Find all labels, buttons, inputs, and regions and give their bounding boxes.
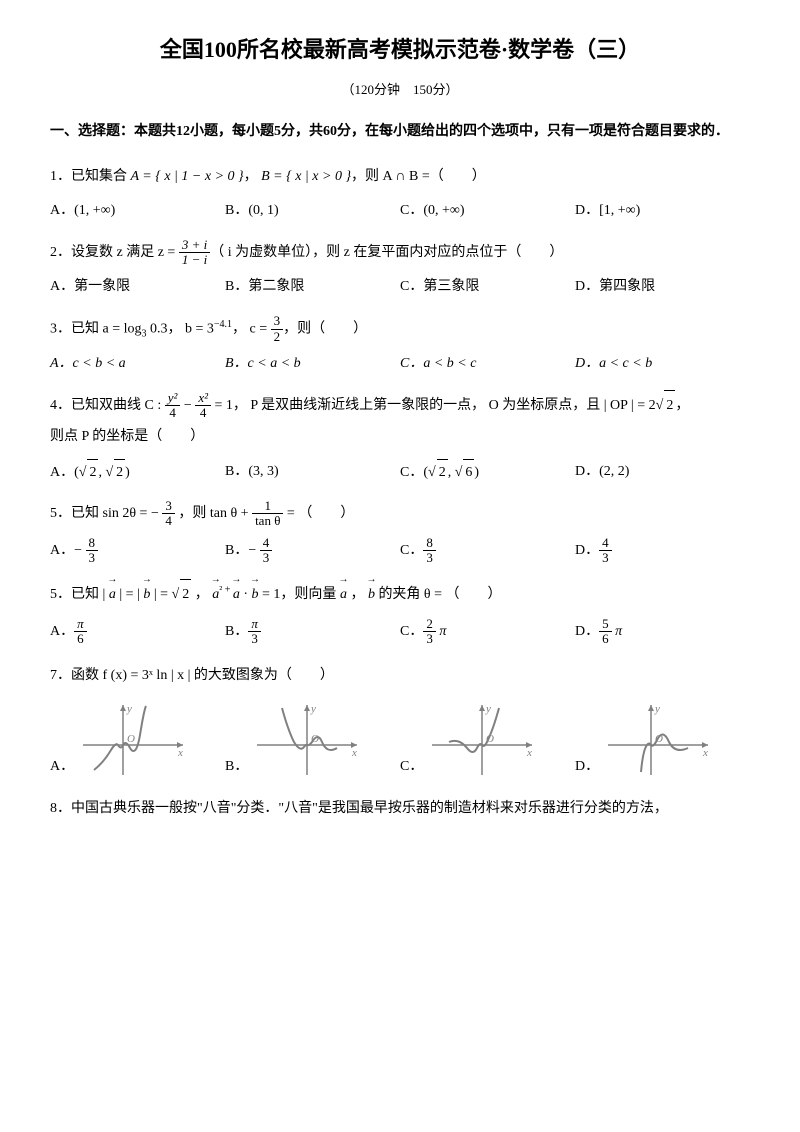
- q7-opt-d: D． O x y: [575, 700, 750, 780]
- q6-vec-a1: a: [109, 580, 116, 611]
- question-2: 2．设复数 z 满足 z = 3 + i1 − i（ i 为虚数单位），则 z …: [50, 238, 750, 300]
- q1-opt-c: C．(0, +∞): [400, 198, 575, 223]
- q6-text-h: ，: [347, 587, 368, 602]
- question-5: 5．已知 sin 2θ = − 34 ，则 tan θ + 1tan θ = （…: [50, 499, 750, 565]
- q4-text-c: ，: [675, 398, 689, 413]
- svg-text:O: O: [127, 733, 135, 745]
- question-3: 3．已知 a = log3 0.3， b = 3−4.1， c = 32，则（ …: [50, 314, 750, 377]
- q2-fraction: 3 + i1 − i: [179, 238, 210, 268]
- svg-text:x: x: [177, 747, 183, 759]
- q6-vec-b2: b: [252, 580, 259, 611]
- q1-opt-a: A．(1, +∞): [50, 198, 225, 223]
- q1-text-b: ，: [244, 169, 262, 184]
- question-4: 4．已知双曲线 C : y²4 − x²4 = 1， P 是双曲线渐近线上第一象…: [50, 390, 750, 485]
- q4-minus: −: [180, 398, 195, 413]
- q7-text: 7．函数 f (x) = 3ˣ ln | x | 的大致图象为（ ）: [50, 661, 750, 692]
- q5-text-b: ，则 tan θ +: [175, 506, 252, 521]
- svg-text:x: x: [526, 747, 532, 759]
- q1-set-b: B = { x | x > 0 }: [261, 169, 351, 184]
- q3-exp: −4.1: [214, 319, 232, 330]
- q2-opt-c: C．第三象限: [400, 274, 575, 299]
- q5-frac1: 34: [162, 499, 175, 529]
- q6-vec-a3: a: [233, 580, 240, 611]
- q4-frac2: x²4: [195, 391, 211, 421]
- graph-c-icon: O x y: [427, 700, 537, 780]
- q3-text-b: ， b = 3: [168, 321, 214, 336]
- q1-set-a: A = { x | 1 − x > 0 }: [131, 169, 244, 184]
- q2-opt-a: A．第一象限: [50, 274, 225, 299]
- q4-opt-d: D．(2, 2): [575, 459, 750, 485]
- exam-subtitle: （120分钟 150分）: [50, 78, 750, 101]
- question-6: 5．已知 | a | = | b | = √2 ， a² + a · b = 1…: [50, 579, 750, 646]
- q6-opt-c: C．23 π: [400, 617, 575, 647]
- q4-text-a: 4．已知双曲线 C :: [50, 398, 165, 413]
- q4-text-b: = 1， P 是双曲线渐近线上第一象限的一点， O 为坐标原点，且 | OP |…: [211, 398, 656, 413]
- q3-opt-a: A．c < b < a: [50, 351, 225, 376]
- q5-opt-b: B．− 43: [225, 536, 400, 566]
- q4-opt-c: C．(√2, √6): [400, 459, 575, 485]
- svg-text:y: y: [310, 703, 316, 715]
- q6-text-c: | =: [150, 587, 171, 602]
- q6-vec-b3: b: [368, 580, 375, 611]
- q6-opt-d: D．56 π: [575, 617, 750, 647]
- graph-d-icon: O x y: [603, 700, 713, 780]
- q4-text-d: 则点 P 的坐标是（ ）: [50, 422, 750, 453]
- graph-b-icon: O x y: [252, 700, 362, 780]
- q6-vec-a2: a: [212, 580, 219, 611]
- q6-sqrt: 2: [180, 579, 191, 611]
- graph-a-icon: O x y: [78, 700, 188, 780]
- q2-text-a: 2．设复数 z 满足 z =: [50, 245, 179, 260]
- svg-text:x: x: [702, 747, 708, 759]
- q1-opt-b: B．(0, 1): [225, 198, 400, 223]
- q3-text-c: ， c =: [232, 321, 271, 336]
- q1-opt-d: D．[1, +∞): [575, 198, 750, 223]
- q7-opt-a: A． O x y: [50, 700, 225, 780]
- q3-fraction: 32: [271, 314, 284, 344]
- q6-text-g: = 1，则向量: [259, 587, 340, 602]
- q5-text-c: = （ ）: [283, 506, 354, 521]
- q6-text-i: 的夹角 θ = （ ）: [375, 587, 502, 602]
- svg-text:y: y: [126, 703, 132, 715]
- q4-opt-a: A．(√2, √2): [50, 459, 225, 485]
- q1-text-a: 1．已知集合: [50, 169, 131, 184]
- svg-text:y: y: [654, 703, 660, 715]
- question-7: 7．函数 f (x) = 3ˣ ln | x | 的大致图象为（ ） A． O …: [50, 661, 750, 780]
- q8-text: 8．中国古典乐器一般按"八音"分类．"八音"是我国最早按乐器的制造材料来对乐器进…: [50, 794, 750, 825]
- q6-text-d: ，: [191, 587, 212, 602]
- section-1-heading: 一、选择题：本题共12小题，每小题5分，共60分，在每小题给出的四个选项中，只有…: [50, 119, 750, 146]
- q6-text-a: 5．已知 |: [50, 587, 109, 602]
- q5-text-a: 5．已知 sin 2θ = −: [50, 506, 162, 521]
- q2-opt-d: D．第四象限: [575, 274, 750, 299]
- exam-title: 全国100所名校最新高考模拟示范卷·数学卷（三）: [50, 30, 750, 70]
- q6-opt-a: A．π6: [50, 617, 225, 647]
- q5-opt-c: C．83: [400, 536, 575, 566]
- question-1: 1．已知集合 A = { x | 1 − x > 0 }， B = { x | …: [50, 162, 750, 224]
- q7-opt-c: C． O x y: [400, 700, 575, 780]
- q5-opt-d: D．43: [575, 536, 750, 566]
- q1-text-c: ，则 A ∩ B =（ ）: [351, 169, 486, 184]
- q3-opt-b: B．c < a < b: [225, 351, 400, 376]
- question-8: 8．中国古典乐器一般按"八音"分类．"八音"是我国最早按乐器的制造材料来对乐器进…: [50, 794, 750, 825]
- q4-frac1: y²4: [165, 391, 181, 421]
- q6-text-b: | = |: [116, 587, 144, 602]
- q6-vec-a4: a: [340, 580, 347, 611]
- q4-sqrt: 2: [664, 390, 675, 422]
- q4-opt-b: B．(3, 3): [225, 459, 400, 485]
- svg-text:x: x: [351, 747, 357, 759]
- q3-opt-d: D．a < c < b: [575, 351, 750, 376]
- q6-vec-b1: b: [143, 580, 150, 611]
- q5-opt-a: A．− 83: [50, 536, 225, 566]
- q3-text-d: ，则（ ）: [283, 321, 367, 336]
- q3-opt-c: C．a < b < c: [400, 351, 575, 376]
- q3-log-arg: 0.3: [147, 321, 168, 336]
- q2-opt-b: B．第二象限: [225, 274, 400, 299]
- q5-frac2: 1tan θ: [252, 499, 283, 529]
- q7-opt-b: B． O x y: [225, 700, 400, 780]
- q6-opt-b: B．π3: [225, 617, 400, 647]
- q2-text-b: （ i 为虚数单位），则 z 在复平面内对应的点位于（ ）: [210, 245, 563, 260]
- q3-text-a: 3．已知 a = log: [50, 321, 142, 336]
- svg-text:y: y: [485, 703, 491, 715]
